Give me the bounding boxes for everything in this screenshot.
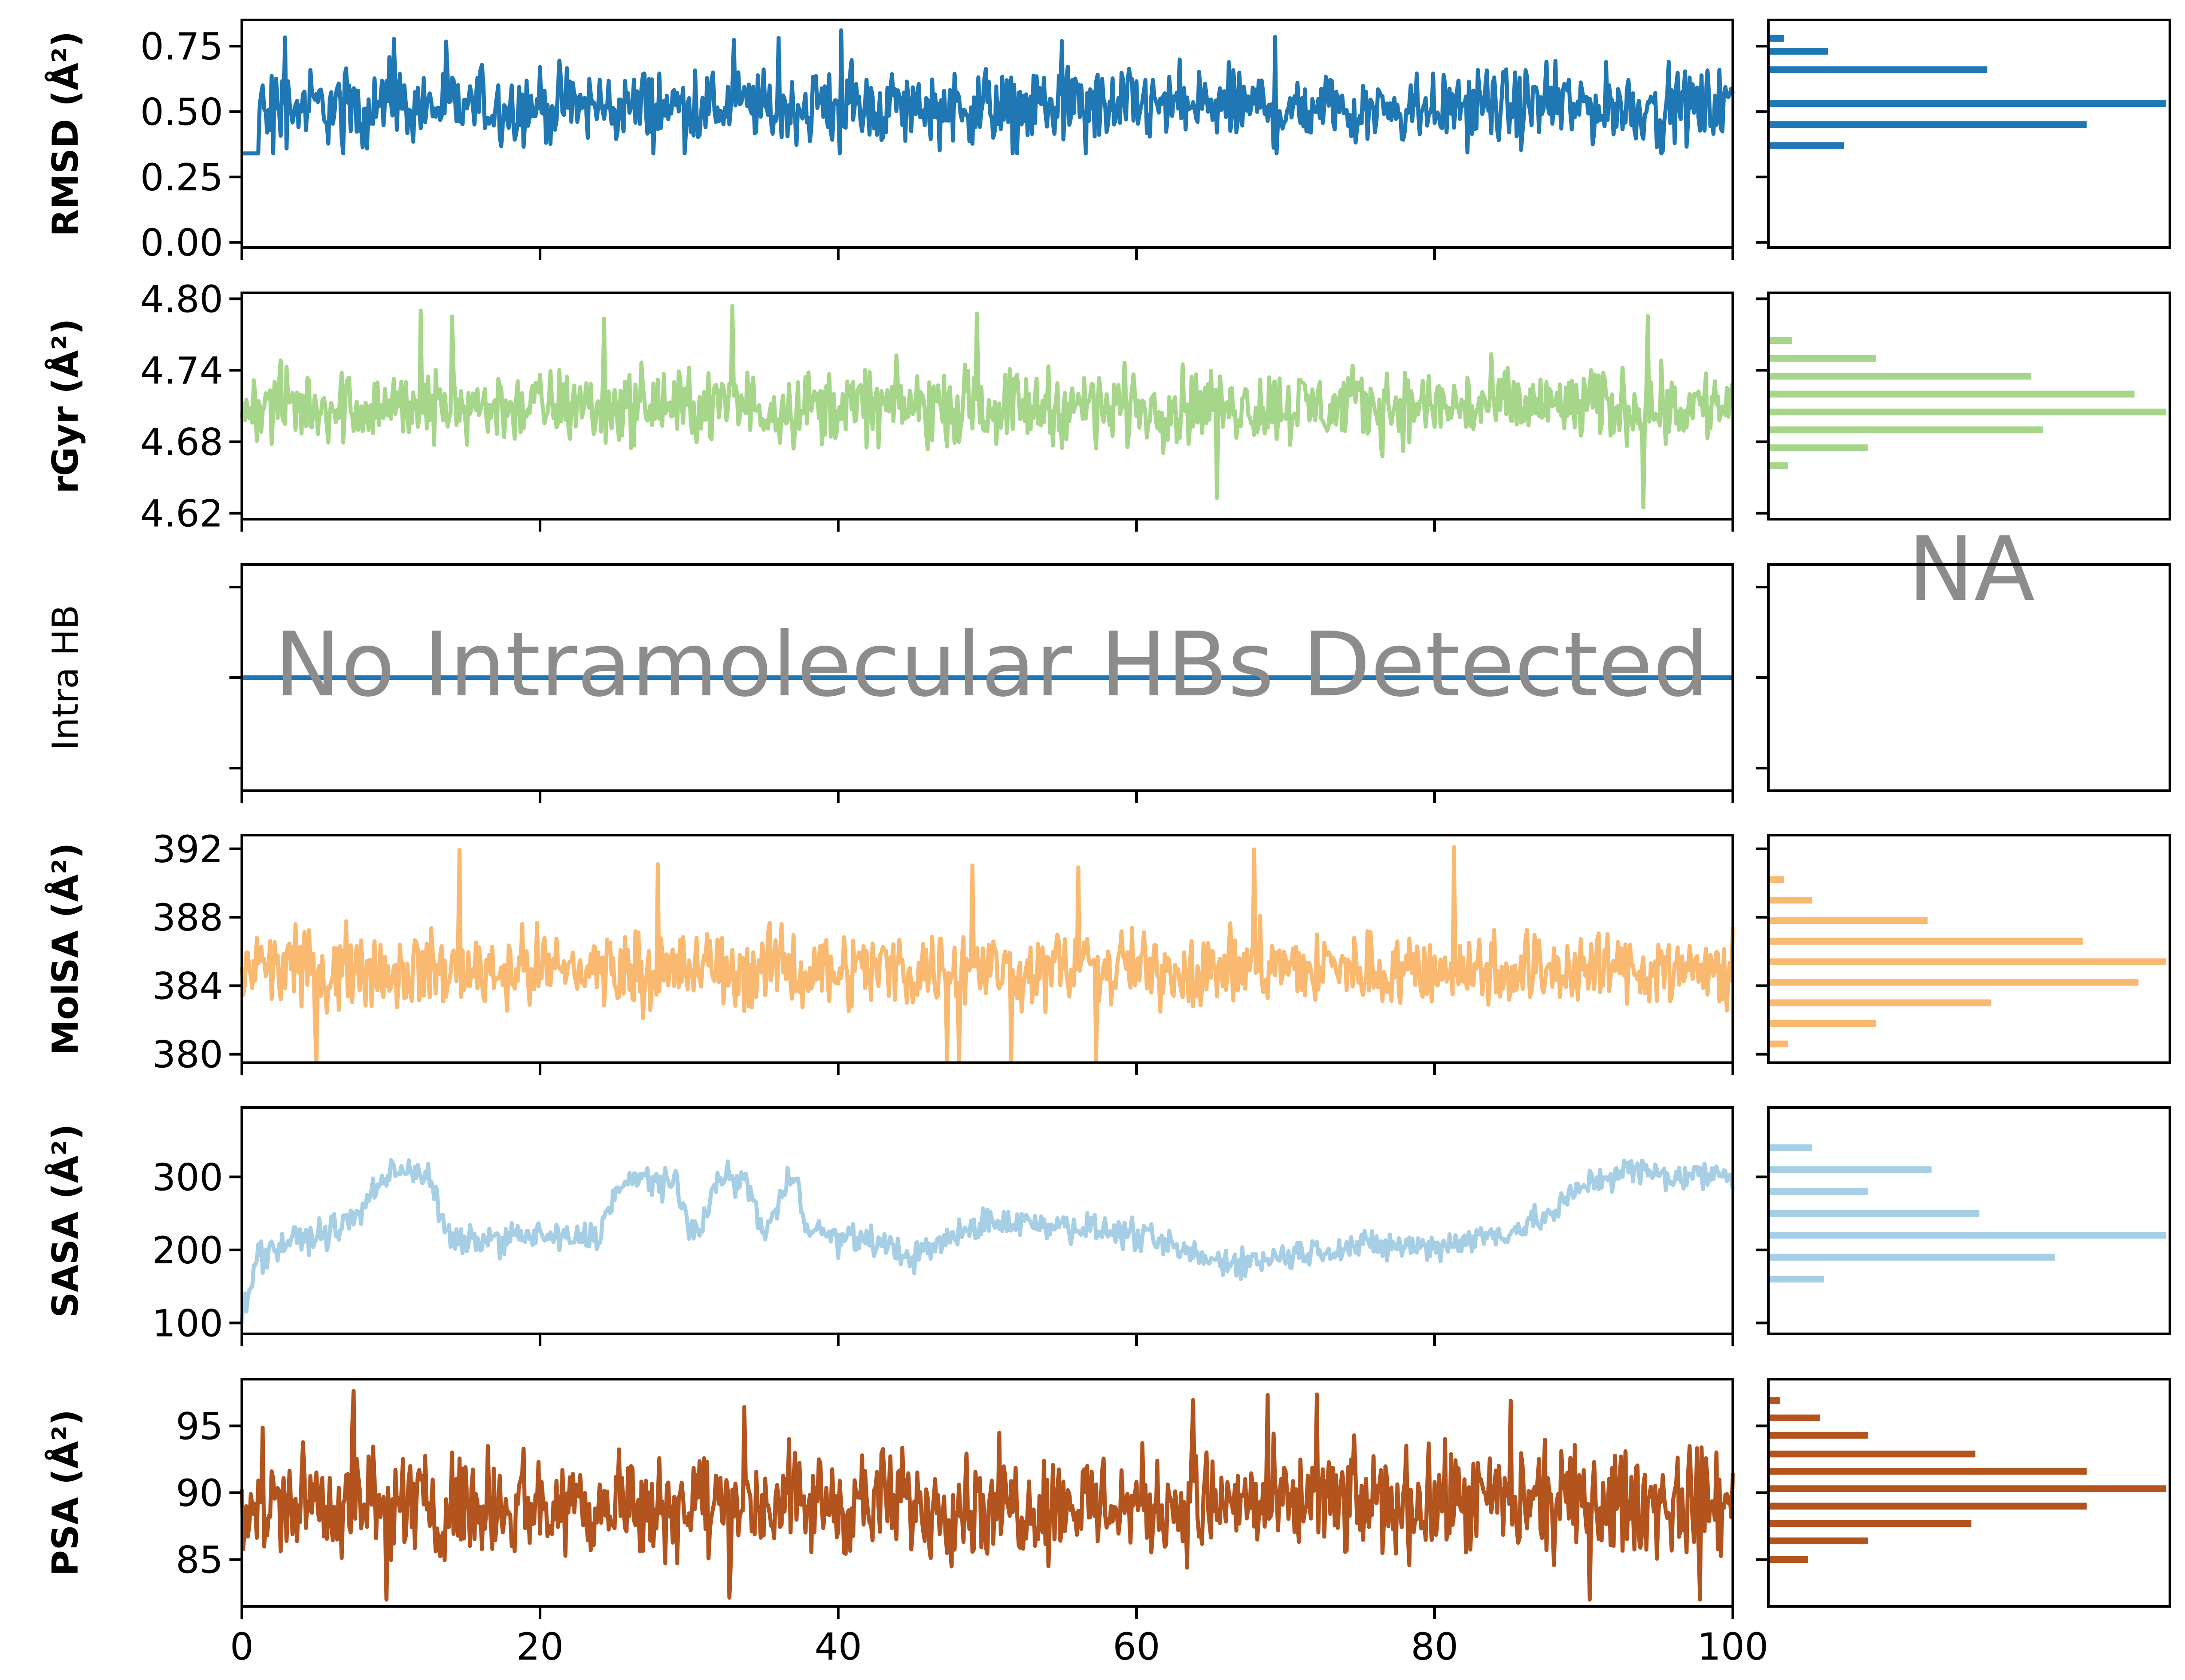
ytick-label-rgyr-1: 4.68 (140, 421, 223, 464)
hist-bar-rmsd-5 (1768, 142, 1844, 149)
series-line-rmsd (241, 28, 1735, 156)
ylabel-intrahb: Intra HB (45, 605, 86, 750)
ytick-label-rmsd-2: 0.50 (140, 90, 223, 134)
hist-frame-rmsd (1767, 19, 2171, 249)
hist-bar-rgyr-1 (1768, 355, 1876, 362)
ytick-label-sasa-1: 200 (152, 1229, 223, 1272)
hist-bar-psa-4 (1768, 1468, 2087, 1475)
ylabel-rgyr: rGyr (Å²) (44, 319, 86, 494)
hist-bar-rgyr-5 (1768, 426, 2043, 434)
ytick-label-molsa-1: 384 (152, 964, 223, 1008)
ytick-label-psa-0: 85 (176, 1538, 223, 1582)
panel-rgyr: 4.62 4.68 4.74 4.80 rGyr (Å²) (44, 277, 2171, 536)
panel-sasa: 100 200 300 SASA (Å²) (44, 1106, 2171, 1346)
hist-na-note: NA (1908, 518, 2035, 621)
ytick-label-rmsd-0: 0.00 (140, 221, 223, 264)
hist-frame-rgyr (1767, 292, 2171, 521)
hist-bar-rgyr-4 (1768, 408, 2166, 416)
hist-bar-sasa-4 (1768, 1232, 2166, 1239)
hist-bar-molsa-7 (1768, 1020, 1876, 1027)
hist-bar-psa-9 (1768, 1556, 1808, 1563)
hist-bar-psa-1 (1768, 1414, 1820, 1422)
xtick-label-0: 0 (230, 1625, 253, 1668)
panel-rmsd: 0.00 0.25 0.50 0.75 RMSD (Å²) (44, 19, 2171, 264)
hist-bar-molsa-0 (1768, 876, 1784, 883)
ytick-label-molsa-3: 392 (152, 828, 223, 871)
ytick-label-molsa-0: 380 (152, 1033, 223, 1077)
ylabel-rmsd: RMSD (Å²) (44, 31, 86, 237)
hist-frame-sasa (1767, 1106, 2171, 1335)
xtick-label-4: 80 (1411, 1625, 1459, 1668)
hist-bar-rmsd-1 (1768, 48, 1828, 55)
panel-psa: 85 90 95 0 20 40 60 80 100 PSA (Å²) (44, 1378, 2171, 1668)
axes-frame-molsa (241, 834, 1734, 1064)
ylabel-sasa: SASA (Å²) (44, 1124, 86, 1318)
hist-bar-sasa-5 (1768, 1254, 2055, 1261)
ytick-label-psa-2: 95 (176, 1404, 223, 1448)
hist-bar-rgyr-0 (1768, 337, 1792, 344)
ytick-label-rgyr-2: 4.74 (140, 349, 223, 392)
hist-frame-intrahb (1767, 563, 2171, 792)
ytick-label-sasa-0: 100 (152, 1301, 223, 1345)
hist-bar-molsa-2 (1768, 917, 1928, 924)
axes-frame-rmsd (241, 19, 1734, 249)
panels: 0.00 0.25 0.50 0.75 RMSD (Å²) 4.62 4.68 4.74 4.8… (44, 19, 2171, 1668)
axes-frame-rgyr (241, 292, 1734, 521)
hist-bar-rmsd-0 (1768, 35, 1784, 42)
ytick-label-rgyr-0: 4.62 (140, 492, 223, 536)
ytick-label-rmsd-1: 0.25 (140, 156, 223, 199)
hist-bar-rmsd-4 (1768, 121, 2087, 128)
ytick-label-sasa-2: 300 (152, 1155, 223, 1199)
panel-intrahb: No Intramolecular HBs Detected Intra HB NA (45, 518, 2171, 803)
hist-bar-molsa-6 (1768, 999, 1992, 1006)
hist-bar-rgyr-7 (1768, 462, 1788, 469)
hist-bar-rgyr-2 (1768, 373, 2031, 380)
hist-bar-psa-3 (1768, 1450, 1976, 1458)
hist-bar-sasa-6 (1768, 1275, 1824, 1283)
hist-bar-molsa-4 (1768, 958, 2166, 966)
hist-bar-rgyr-3 (1768, 390, 2135, 398)
ytick-label-psa-1: 90 (176, 1471, 223, 1515)
ylabel-molsa: MolSA (Å²) (44, 843, 86, 1055)
hist-bar-molsa-5 (1768, 979, 2139, 986)
series-line-molsa (240, 845, 1735, 1063)
xtick-label-3: 60 (1113, 1625, 1160, 1668)
hist-bar-rmsd-3 (1768, 100, 2166, 107)
ylabel-psa: PSA (Å²) (44, 1409, 86, 1576)
xtick-label-1: 20 (517, 1625, 564, 1668)
hist-bar-molsa-3 (1768, 938, 2083, 945)
hist-bar-rmsd-2 (1768, 66, 1988, 73)
hist-bar-psa-7 (1768, 1520, 1972, 1527)
hist-bar-sasa-2 (1768, 1188, 1868, 1195)
hist-bar-psa-0 (1768, 1397, 1780, 1404)
ytick-label-rmsd-3: 0.75 (140, 25, 223, 68)
no-hb-note: No Intramolecular HBs Detected (274, 613, 1709, 717)
xtick-label-5: 100 (1697, 1625, 1768, 1668)
hist-bar-molsa-8 (1768, 1040, 1788, 1048)
ytick-label-rgyr-3: 4.80 (140, 277, 223, 321)
hist-bar-sasa-1 (1768, 1166, 1932, 1173)
hist-bar-psa-5 (1768, 1485, 2166, 1492)
xtick-label-2: 40 (815, 1625, 862, 1668)
hist-bar-sasa-0 (1768, 1144, 1812, 1152)
hist-bar-psa-8 (1768, 1537, 1868, 1545)
hist-frame-molsa (1767, 834, 2171, 1064)
series-line-rgyr (240, 304, 1735, 509)
hist-bar-psa-2 (1768, 1432, 1868, 1439)
axes-frame-sasa (241, 1106, 1734, 1335)
hist-bar-molsa-1 (1768, 896, 1812, 904)
panel-molsa: 380 384 388 392 MolSA (Å²) (44, 828, 2171, 1077)
hist-bar-psa-6 (1768, 1503, 2087, 1510)
series-line-psa (240, 1389, 1735, 1602)
hist-frame-psa (1767, 1378, 2171, 1608)
series-line-sasa (240, 1158, 1735, 1323)
hist-bar-sasa-3 (1768, 1210, 1980, 1217)
hist-bar-rgyr-6 (1768, 444, 1868, 451)
ytick-label-molsa-2: 388 (152, 896, 223, 939)
